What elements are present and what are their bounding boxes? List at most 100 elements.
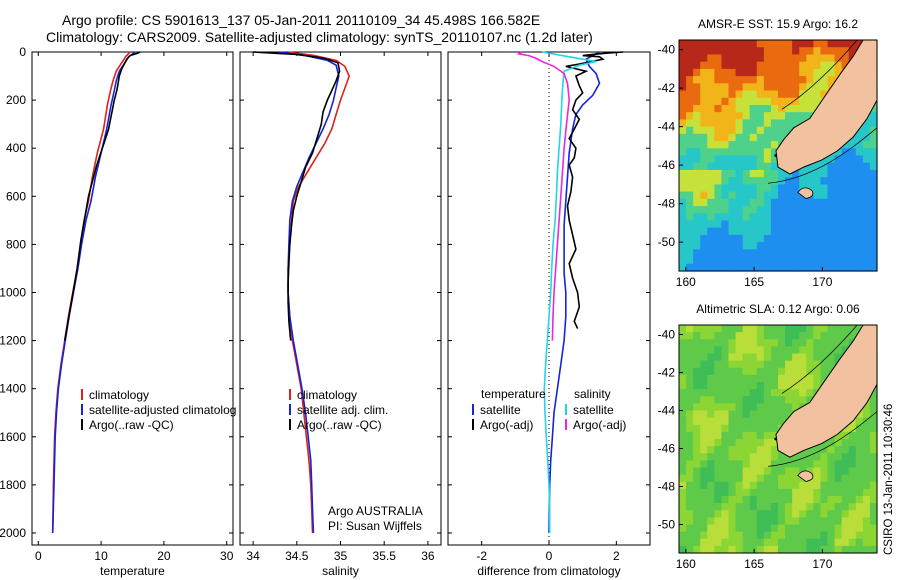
map-cell bbox=[799, 256, 807, 265]
map-cell bbox=[813, 382, 822, 390]
map-cell bbox=[806, 367, 814, 376]
map-cell bbox=[686, 510, 694, 518]
map-cell bbox=[679, 367, 687, 376]
map-cell bbox=[742, 83, 751, 92]
map-cell bbox=[714, 169, 723, 178]
map-cell bbox=[820, 177, 829, 185]
map-cell bbox=[778, 206, 786, 214]
map-cell bbox=[770, 126, 779, 135]
map-cell bbox=[742, 467, 751, 476]
map-cell bbox=[869, 249, 878, 258]
map-cell bbox=[792, 83, 800, 92]
map-cell bbox=[770, 54, 779, 63]
map-cell bbox=[700, 389, 708, 397]
map-cell bbox=[700, 446, 708, 454]
map-cell bbox=[763, 220, 772, 229]
map-cell bbox=[770, 234, 779, 243]
map-cell bbox=[827, 503, 836, 511]
map-cell bbox=[749, 40, 758, 48]
map-cell bbox=[855, 424, 864, 433]
map-cell bbox=[820, 446, 829, 454]
map-cell bbox=[700, 213, 708, 222]
map-cell bbox=[778, 112, 786, 121]
map-cell bbox=[728, 431, 737, 440]
map-cell bbox=[721, 40, 730, 48]
map-cell bbox=[707, 524, 715, 533]
map-cell bbox=[707, 510, 715, 518]
map-cell bbox=[770, 389, 779, 397]
map-cell bbox=[693, 177, 701, 185]
map-cell bbox=[827, 169, 836, 178]
map-cell bbox=[763, 141, 772, 149]
map-cell bbox=[869, 162, 878, 171]
map-cell bbox=[679, 47, 687, 56]
map-cell bbox=[756, 510, 765, 518]
map-cell bbox=[763, 206, 772, 214]
map-cell bbox=[700, 169, 708, 178]
map-cell bbox=[799, 40, 807, 48]
map-cell bbox=[749, 481, 758, 490]
map-cell bbox=[714, 424, 723, 433]
map-cell bbox=[707, 68, 715, 77]
map-cell bbox=[869, 234, 878, 243]
map-cell bbox=[721, 256, 730, 265]
map-cell bbox=[813, 162, 822, 171]
map-cell bbox=[827, 184, 836, 193]
series-line bbox=[542, 51, 597, 533]
map-cell bbox=[686, 184, 694, 193]
map-cell bbox=[827, 446, 836, 454]
map-cell bbox=[735, 531, 744, 540]
map-cell bbox=[763, 133, 772, 142]
map-cell bbox=[806, 83, 814, 92]
map-cell bbox=[707, 198, 715, 207]
map-cell bbox=[813, 198, 822, 207]
map-cell bbox=[749, 126, 758, 135]
map-cell bbox=[693, 191, 701, 200]
map-cell bbox=[763, 162, 772, 171]
map-cell bbox=[721, 97, 730, 106]
map-cell bbox=[721, 396, 730, 404]
map-cell bbox=[742, 104, 751, 113]
map-cell bbox=[763, 61, 772, 70]
map-cell bbox=[869, 524, 878, 533]
map-cell bbox=[679, 339, 687, 347]
map-cell bbox=[792, 61, 800, 70]
map-cell bbox=[841, 467, 850, 476]
map-cell bbox=[778, 249, 786, 258]
map-cell bbox=[813, 97, 822, 106]
map-cell bbox=[700, 148, 708, 157]
map-cell bbox=[707, 360, 715, 369]
map-cell bbox=[756, 220, 765, 229]
map-cell bbox=[841, 332, 850, 340]
map-cell bbox=[862, 198, 871, 207]
map-cell bbox=[721, 503, 730, 511]
map-cell bbox=[848, 198, 857, 207]
map-cell bbox=[778, 40, 786, 48]
map-cell bbox=[855, 481, 864, 490]
map-cell bbox=[679, 545, 687, 554]
y-tick-label: 1400 bbox=[0, 382, 26, 396]
map-cell bbox=[728, 126, 737, 135]
map-cell bbox=[855, 446, 864, 454]
x-axis-label: difference from climatology bbox=[477, 564, 620, 578]
map-cell bbox=[728, 488, 737, 497]
map-cell bbox=[855, 177, 864, 185]
map-cell bbox=[700, 346, 708, 355]
map-cell bbox=[700, 242, 708, 250]
map-cell bbox=[742, 112, 751, 121]
map-cell bbox=[714, 133, 723, 142]
map-cell bbox=[742, 524, 751, 533]
map-cell bbox=[686, 353, 694, 362]
map-cell bbox=[756, 97, 765, 106]
map-cell bbox=[749, 431, 758, 440]
map-cell bbox=[707, 169, 715, 178]
map-cell bbox=[770, 410, 779, 419]
map-cell bbox=[848, 496, 857, 504]
map-cell bbox=[813, 61, 822, 70]
map-cell bbox=[686, 339, 694, 347]
map-cell bbox=[749, 496, 758, 504]
map-cell bbox=[693, 431, 701, 440]
map-cell bbox=[693, 148, 701, 157]
map-cell bbox=[686, 453, 694, 461]
map-cell bbox=[721, 162, 730, 171]
